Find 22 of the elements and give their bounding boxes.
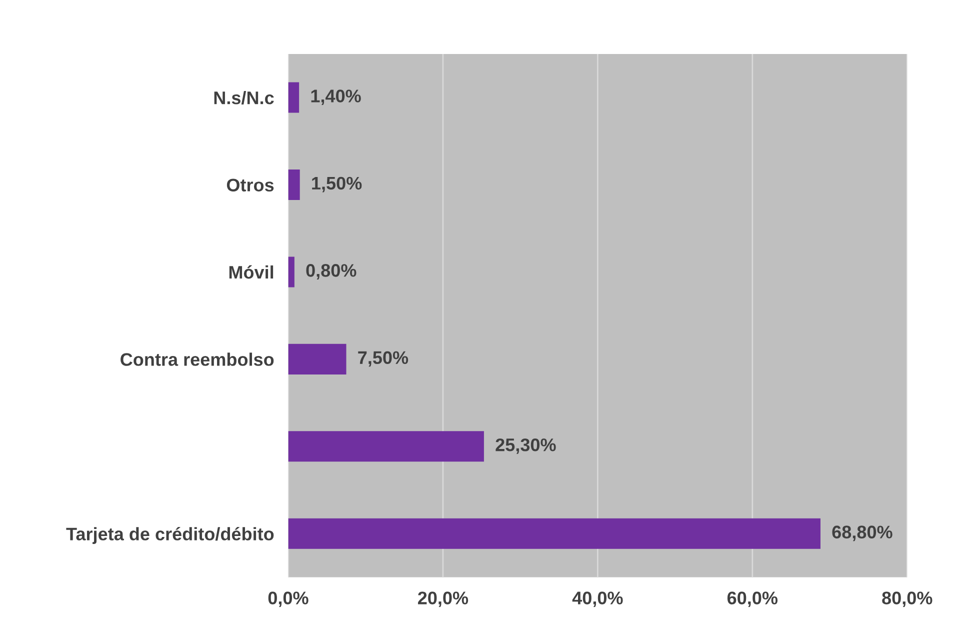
y-tick-label: Contra reembolso bbox=[120, 352, 274, 366]
data-label: 68,80% bbox=[832, 526, 892, 542]
x-tick-label: 20,0% bbox=[418, 592, 468, 607]
y-tick-label: Tarjeta de crédito/débito bbox=[66, 526, 274, 544]
y-tick-label: N.s/N.c bbox=[214, 91, 274, 104]
y-tick-label: Móvil bbox=[229, 265, 274, 279]
data-label: 25,30% bbox=[496, 438, 556, 454]
y-tick-label: Otros bbox=[226, 178, 274, 192]
x-tick-label: 60,0% bbox=[727, 592, 778, 607]
bar bbox=[288, 82, 300, 113]
x-tick-label: 0,0% bbox=[268, 592, 308, 607]
data-label: 1,50% bbox=[312, 176, 362, 192]
x-tick-label: 80,0% bbox=[882, 592, 932, 607]
data-label: 7,50% bbox=[358, 351, 408, 367]
bar bbox=[288, 344, 346, 374]
data-label: 1,40% bbox=[311, 90, 361, 106]
data-label: 0,80% bbox=[306, 264, 356, 280]
bar bbox=[288, 170, 300, 200]
x-tick-label: 40,0% bbox=[572, 592, 623, 607]
bar bbox=[288, 431, 484, 462]
bar bbox=[288, 518, 820, 549]
bar bbox=[288, 256, 294, 288]
